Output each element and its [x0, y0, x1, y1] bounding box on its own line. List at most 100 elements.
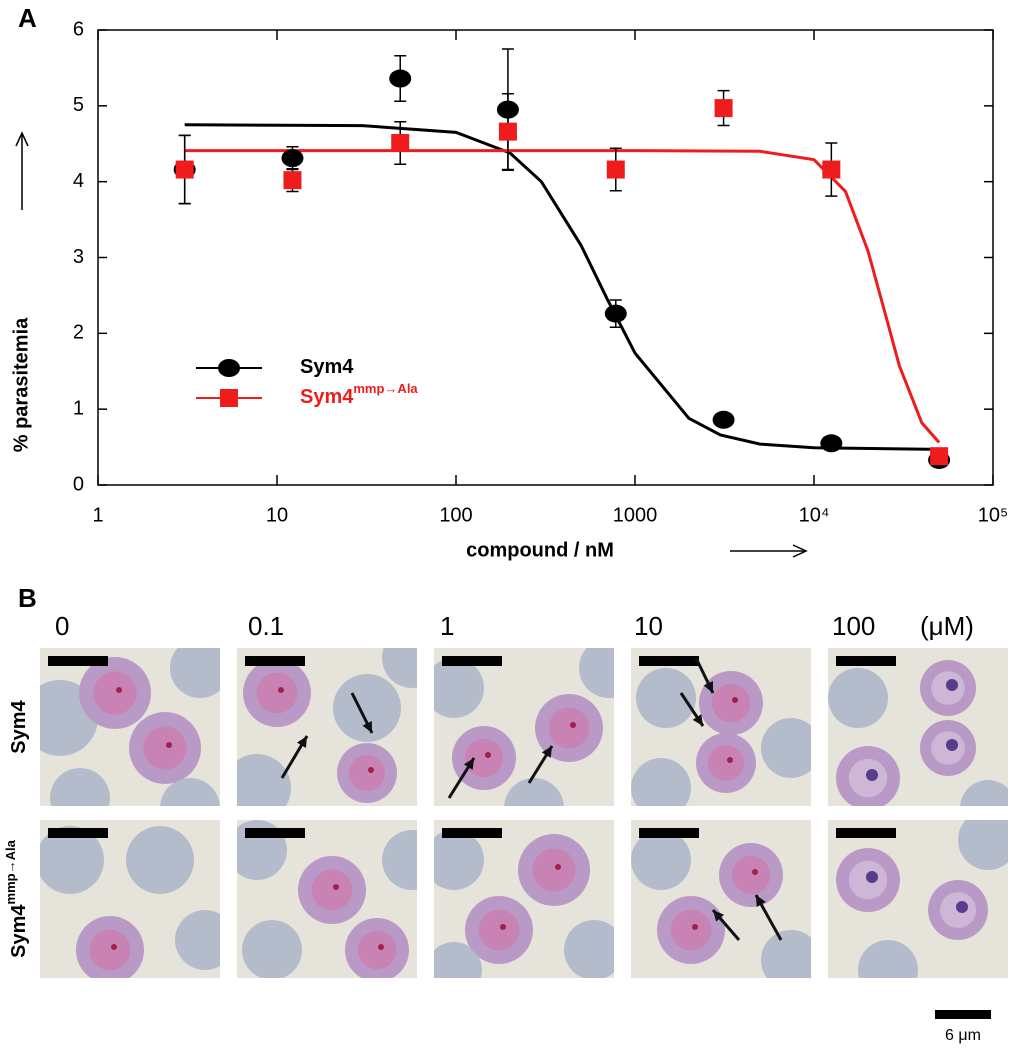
red-cell — [242, 920, 302, 978]
data-point — [281, 149, 304, 168]
red-cell — [382, 648, 417, 688]
legend-label: Sym4mmp→Ala — [300, 381, 418, 408]
fit-curve — [184, 149, 941, 444]
x-tick-label: 10⁴ — [799, 504, 830, 526]
red-cell — [434, 942, 482, 978]
red-cell — [858, 940, 918, 978]
red-cell — [579, 648, 614, 698]
data-point — [389, 69, 412, 88]
scale-bar — [48, 828, 108, 838]
y-tick-label: 5 — [73, 94, 84, 116]
parasite-dot — [732, 697, 738, 703]
parasite-dot — [485, 752, 491, 758]
scale-bar — [836, 656, 896, 666]
scale-bar — [245, 656, 305, 666]
y-tick-label: 1 — [73, 397, 84, 419]
x-tick-label: 10⁵ — [978, 504, 1009, 526]
scale-bar-label: 6 μm — [945, 1027, 981, 1044]
scale-bar — [442, 828, 502, 838]
data-point — [820, 434, 843, 453]
arrow-head — [692, 714, 703, 726]
data-point — [498, 122, 517, 141]
legend-marker — [220, 389, 238, 407]
y-tick-label: 0 — [73, 473, 84, 495]
fit-curve — [184, 123, 940, 451]
red-cell — [237, 754, 291, 806]
x-tick-label: 10 — [266, 504, 288, 526]
red-cell — [40, 826, 104, 894]
data-point — [175, 160, 194, 179]
micrograph — [434, 820, 614, 978]
parasite-dot — [368, 767, 374, 773]
y-tick-label: 6 — [73, 18, 84, 40]
parasite-dot — [956, 901, 968, 913]
data-point — [712, 410, 735, 429]
scale-bar — [836, 828, 896, 838]
scale-bar — [935, 1010, 991, 1019]
panel-label: B — [18, 583, 37, 613]
parasite — [143, 726, 187, 770]
micrograph — [631, 648, 811, 806]
micrograph — [40, 648, 220, 806]
legend-label: Sym4 — [300, 356, 354, 378]
y-axis-label: % parasitemia — [10, 317, 32, 452]
red-cell — [333, 674, 401, 742]
parasite — [548, 707, 590, 749]
parasite-dot — [278, 687, 284, 693]
red-cell — [50, 768, 110, 806]
row-label-name: Sym4 — [8, 699, 30, 753]
parasite — [89, 929, 131, 971]
red-cell — [631, 758, 691, 806]
micrograph — [631, 820, 811, 978]
concentration-label: 1 — [440, 611, 454, 641]
arrow-head — [756, 895, 766, 907]
red-cell — [631, 830, 691, 890]
parasite-dot — [946, 679, 958, 691]
parasite — [670, 909, 712, 951]
row-label: Sym4 — [8, 699, 30, 753]
parasite-dot — [946, 739, 958, 751]
red-cell — [960, 780, 1008, 806]
arrow-head — [541, 746, 552, 758]
red-cell — [434, 658, 484, 718]
parasite — [93, 671, 137, 715]
data-point — [714, 99, 733, 118]
legend-name: Sym4 — [300, 356, 354, 378]
red-cell — [636, 668, 696, 728]
plot-frame — [97, 29, 994, 486]
parasite-dot — [500, 924, 506, 930]
concentration-label: 0 — [55, 611, 69, 641]
y-tick-label: 2 — [73, 322, 84, 344]
micrograph — [40, 820, 220, 978]
panel-label: A — [18, 3, 37, 33]
legend-name-superscript: mmp→Ala — [353, 381, 418, 396]
parasite — [256, 672, 298, 714]
parasite-dot — [333, 884, 339, 890]
red-cell — [828, 668, 888, 728]
data-point — [606, 160, 625, 179]
legend-name: Sym4 — [300, 386, 354, 408]
arrow-head — [296, 736, 307, 748]
red-cell — [160, 778, 220, 806]
arrow-head — [713, 910, 725, 922]
parasite — [311, 869, 353, 911]
concentration-label: 0.1 — [248, 611, 284, 641]
red-cell — [761, 718, 811, 778]
parasite — [349, 755, 385, 791]
red-cell — [170, 648, 220, 698]
red-cell — [504, 778, 564, 806]
parasite-dot — [752, 869, 758, 875]
parasite — [708, 745, 744, 781]
concentration-label: 10 — [634, 611, 663, 641]
parasite-dot — [727, 757, 733, 763]
data-point — [604, 304, 627, 323]
row-label-superscript: mmp→Ala — [3, 839, 18, 904]
red-cell — [382, 830, 417, 890]
parasite — [532, 848, 576, 892]
parasite-dot — [116, 687, 122, 693]
red-cell — [958, 820, 1008, 870]
parasite-dot — [166, 742, 172, 748]
y-tick-label: 4 — [73, 170, 84, 192]
micrographs — [40, 648, 1008, 978]
